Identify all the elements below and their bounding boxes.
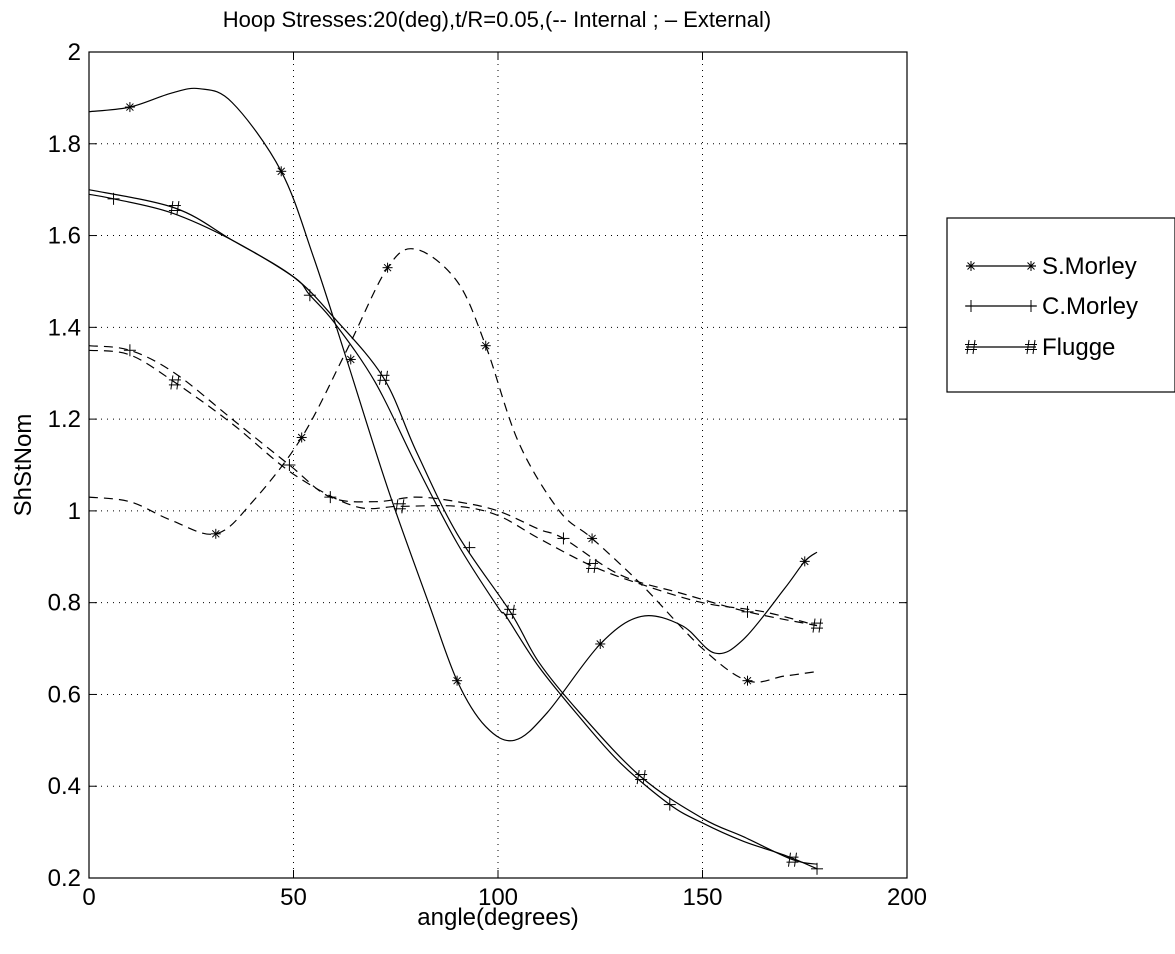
legend-label-s-morley: S.Morley <box>1042 253 1137 280</box>
data-point-flugge-external <box>504 604 517 619</box>
x-tick-label: 50 <box>280 884 307 911</box>
data-point-s-morley-external <box>799 556 810 567</box>
data-point-flugge-external <box>377 370 390 385</box>
y-axis-label: ShStNom <box>10 414 37 517</box>
data-point-s-morley-internal <box>210 528 221 539</box>
y-tick-label: 1.2 <box>48 406 81 433</box>
y-tick-label: 1.8 <box>48 131 81 158</box>
legend-marker-flugge <box>1025 339 1037 355</box>
series-lines <box>88 87 818 870</box>
y-tick-label: 1 <box>68 498 81 525</box>
grid <box>89 52 907 878</box>
data-point-c-morley-internal <box>283 459 296 471</box>
legend-box <box>946 217 1175 393</box>
data-point-s-morley-external <box>276 166 287 177</box>
data-point-s-morley-internal <box>480 340 491 351</box>
series-line-s-morley-external <box>88 87 818 742</box>
legend-marker-s-morley <box>966 261 976 271</box>
data-point-flugge-internal <box>586 558 599 574</box>
data-point-s-morley-internal <box>587 533 598 544</box>
series-line-flugge-external <box>88 189 818 865</box>
legend-marker-flugge <box>965 339 977 355</box>
data-point-s-morley-external <box>345 354 356 365</box>
y-tick-label: 0.2 <box>48 865 81 892</box>
x-axis-ticks: 0 50 100 150 200 <box>82 52 927 911</box>
series-line-s-morley-internal <box>88 248 818 683</box>
data-point-c-morley-internal <box>557 532 570 545</box>
y-tick-label: 1.4 <box>48 314 81 341</box>
y-axis-ticks: 0.2 0.4 0.6 0.8 1 1.2 1.4 1.6 1.8 2 <box>48 39 907 892</box>
data-point-s-morley-external <box>595 638 606 649</box>
legend-marker-c-morley <box>965 300 977 312</box>
legend-label-c-morley: C.Morley <box>1042 293 1138 320</box>
y-tick-label: 0.8 <box>48 590 81 617</box>
data-point-flugge-internal <box>811 618 824 633</box>
series-line-flugge-internal <box>88 349 818 627</box>
data-point-c-morley-external <box>663 798 676 811</box>
x-axis-label: angle(degrees) <box>417 904 578 931</box>
x-tick-label: 150 <box>682 884 722 911</box>
legend-marker-s-morley <box>1026 261 1036 271</box>
data-point-s-morley-internal <box>742 675 753 686</box>
data-point-flugge-internal <box>393 499 406 514</box>
series-markers <box>107 102 824 875</box>
y-tick-label: 0.6 <box>48 681 81 708</box>
legend-label-flugge: Flugge <box>1042 334 1115 361</box>
data-point-s-morley-external <box>452 675 463 686</box>
plot-area <box>89 52 907 878</box>
x-tick-label: 100 <box>478 884 518 911</box>
y-tick-label: 1.6 <box>48 223 81 250</box>
data-point-flugge-internal <box>168 375 181 390</box>
data-point-s-morley-internal <box>296 432 307 443</box>
data-point-s-morley-internal <box>382 262 393 273</box>
data-point-s-morley-external <box>124 102 135 113</box>
data-point-c-morley-internal <box>324 491 337 504</box>
chart-title: Hoop Stresses:20(deg),t/R=0.05,(-- Inter… <box>223 7 771 32</box>
data-point-c-morley-external <box>463 541 476 554</box>
x-tick-label: 0 <box>82 884 95 911</box>
legend-marker-c-morley <box>1025 300 1037 312</box>
data-point-c-morley-external <box>303 289 316 302</box>
data-point-c-morley-external <box>107 192 120 205</box>
data-point-flugge-external <box>168 200 181 216</box>
y-tick-label: 0.4 <box>48 773 81 800</box>
data-point-flugge-external <box>635 769 648 785</box>
data-point-c-morley-external <box>811 862 824 875</box>
y-tick-label: 2 <box>68 39 81 66</box>
data-point-c-morley-internal <box>741 605 754 618</box>
data-point-c-morley-internal <box>123 344 136 357</box>
data-point-flugge-external <box>786 852 799 867</box>
x-tick-label: 200 <box>887 884 927 911</box>
legend: S.Morley C.Morley Flugge <box>946 217 1175 393</box>
